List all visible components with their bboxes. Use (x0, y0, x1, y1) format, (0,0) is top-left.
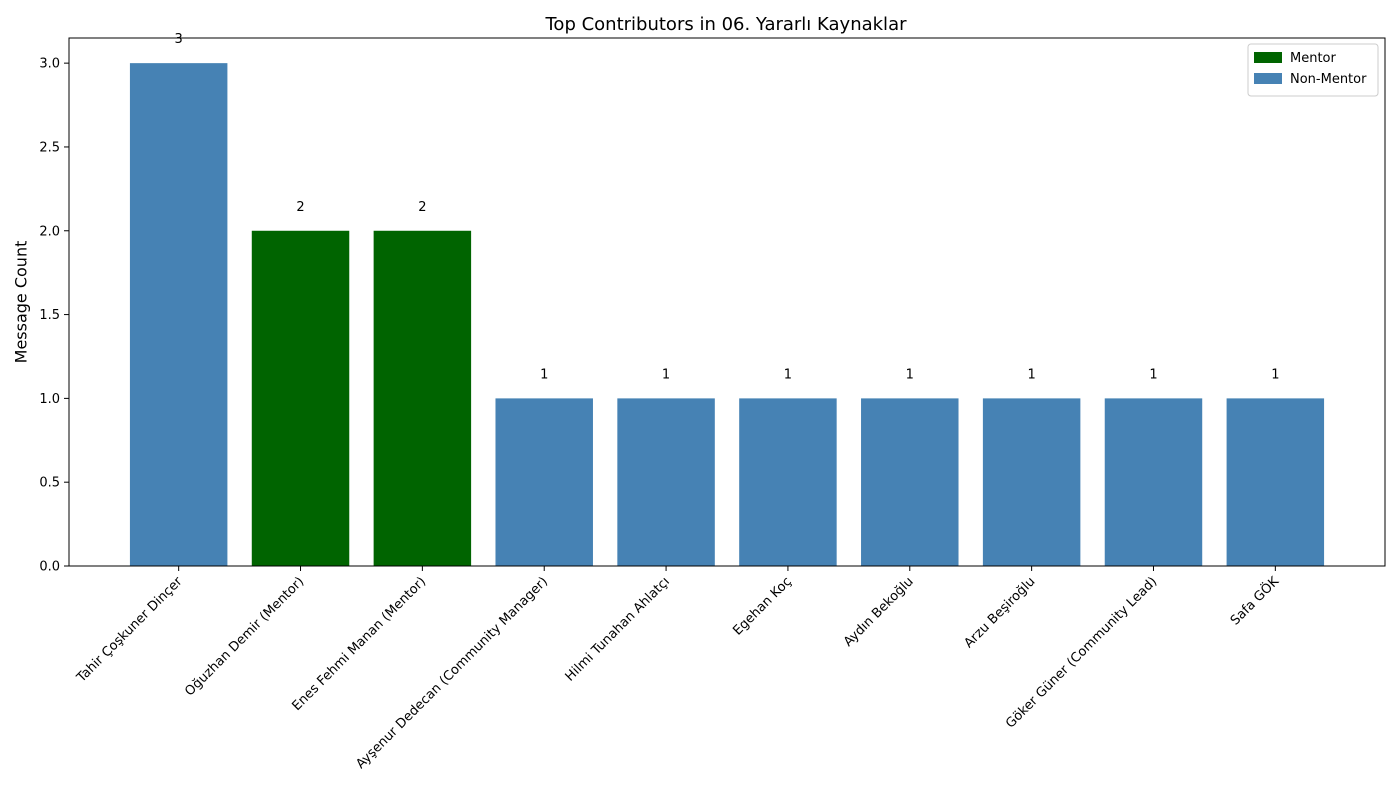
x-tick-label: Hilmi Tunahan Ahlatçı (563, 574, 673, 684)
x-tick-label: Safa GÖK (1226, 572, 1282, 628)
y-tick-label: 0.5 (39, 476, 60, 491)
bar-value-label: 1 (1027, 367, 1035, 382)
y-tick-label: 2.0 (39, 224, 60, 239)
x-tick-label: Aydın Bekoğlu (841, 574, 917, 650)
legend-label: Non-Mentor (1290, 72, 1367, 87)
y-tick-label: 0.0 (39, 560, 60, 575)
x-tick-label: Enes Fehmi Manan (Mentor) (290, 574, 430, 714)
bar-value-label: 1 (906, 367, 914, 382)
bar-0 (129, 63, 228, 567)
bar-value-label: 2 (296, 200, 304, 215)
y-tick-label: 3.0 (39, 57, 60, 72)
y-tick-label: 2.5 (39, 140, 60, 155)
bar-value-label: 1 (784, 367, 792, 382)
legend-label: Mentor (1290, 51, 1337, 66)
bar-6 (861, 398, 959, 566)
y-ticks-layer: 0.0 0.5 1.0 1.5 2.0 2.5 3.0 (39, 57, 69, 575)
bar-value-label: 2 (418, 200, 426, 215)
bar-value-label: 3 (175, 32, 183, 47)
x-tick-label: Tahir Çoşkuner Dinçer (74, 574, 186, 686)
value-labels-layer: 3 2 2 1 1 1 1 1 1 1 (175, 32, 1280, 382)
bar-3 (495, 398, 593, 566)
bar-8 (1104, 398, 1203, 566)
bar-value-label: 1 (1149, 367, 1157, 382)
legend-swatch (1254, 73, 1282, 84)
bars-layer (129, 63, 1325, 567)
y-tick-label: 1.5 (39, 308, 60, 323)
bar-5 (739, 398, 837, 566)
bar-value-label: 1 (540, 367, 548, 382)
plot-frame (68, 37, 1386, 567)
bar-4 (617, 398, 715, 566)
bar-9 (1226, 398, 1325, 566)
x-tick-label: Ayşenur Dedecan (Community Manager) (353, 574, 551, 772)
legend: Mentor Non-Mentor (1247, 43, 1379, 97)
x-tick-label: Egehan Koç (730, 574, 794, 638)
bar-7 (982, 398, 1081, 566)
y-axis-label: Message Count (12, 241, 31, 364)
chart-title: Top Contributors in 06. Yararlı Kaynakla… (545, 14, 908, 35)
y-tick-label: 1.0 (39, 392, 60, 407)
bar-1 (251, 230, 350, 566)
x-tick-label: Oğuzhan Demir (Mentor) (182, 574, 307, 699)
x-tick-label: Göker Güner (Community Lead) (1003, 574, 1160, 731)
bar-2 (373, 230, 472, 566)
x-tick-label: Arzu Beşiroğlu (961, 574, 1038, 651)
legend-swatch (1254, 52, 1282, 63)
bar-value-label: 1 (662, 367, 670, 382)
bar-value-label: 1 (1271, 367, 1279, 382)
